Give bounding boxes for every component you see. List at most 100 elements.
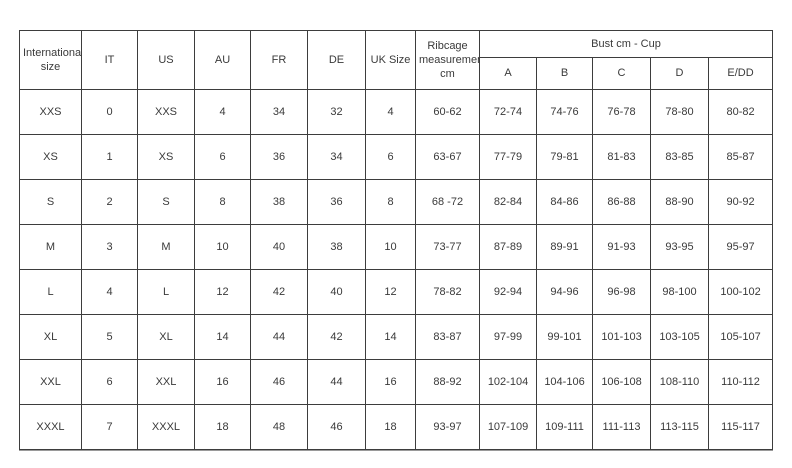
table-cell: 73-77 — [415, 224, 480, 270]
international-size-cell: XL — [19, 314, 82, 360]
table-cell: 38 — [307, 224, 366, 270]
table-cell: 40 — [307, 269, 366, 315]
table-row: S 2 S 8 38 36 8 68 -72 82-84 84-86 86-88 88-90 90-92 — [19, 179, 774, 225]
table-cell: 105-107 — [707, 314, 774, 360]
table-cell: 4 — [81, 269, 138, 315]
table-cell: 80-82 — [707, 89, 774, 135]
col-header-cup-c: C — [592, 57, 651, 90]
table-cell: 93-95 — [650, 224, 709, 270]
table-cell: 96-98 — [592, 269, 651, 315]
table-cell: 63-67 — [415, 134, 480, 180]
table-cell: 5 — [81, 314, 138, 360]
table-cell: XS — [137, 134, 195, 180]
table-cell: 113-115 — [650, 404, 709, 450]
col-header-bust-cup-group: Bust cm - Cup — [478, 30, 774, 58]
table-cell: 8 — [365, 179, 416, 225]
table-cell: 86-88 — [592, 179, 651, 225]
table-cell: 115-117 — [707, 404, 774, 450]
table-cell: 95-97 — [707, 224, 774, 270]
table-cell: 4 — [194, 89, 251, 135]
table-cell: 0 — [81, 89, 138, 135]
table-cell: 106-108 — [592, 359, 651, 405]
col-header-international-size: International size — [19, 30, 82, 90]
col-header-cup-a: A — [479, 57, 537, 90]
table-cell: 36 — [307, 179, 366, 225]
col-header-us: US — [137, 30, 195, 90]
table-cell: 108-110 — [650, 359, 709, 405]
table-cell: 97-99 — [479, 314, 537, 360]
table-cell: 79-81 — [536, 134, 593, 180]
table-cell: 46 — [307, 404, 366, 450]
international-size-cell: XXXL — [19, 404, 82, 450]
table-cell: 12 — [194, 269, 251, 315]
col-header-uk-size: UK Size — [365, 30, 416, 90]
table-header: International size IT US AU FR DE UK Siz… — [19, 30, 774, 90]
table-cell: 88-92 — [415, 359, 480, 405]
table-cell: 44 — [307, 359, 366, 405]
col-header-au: AU — [194, 30, 251, 90]
table-cell: 81-83 — [592, 134, 651, 180]
table-cell: 14 — [365, 314, 416, 360]
table-cell: 16 — [365, 359, 416, 405]
table-cell: XXS — [137, 89, 195, 135]
header-row-cups: A B C D E/DD — [20, 57, 774, 90]
table-cell: 107-109 — [479, 404, 537, 450]
size-chart-container: International size IT US AU FR DE UK Siz… — [19, 30, 774, 450]
table-cell: 44 — [250, 314, 308, 360]
table-cell: 7 — [81, 404, 138, 450]
table-cell: 91-93 — [592, 224, 651, 270]
table-row: XL 5 XL 14 44 42 14 83-87 97-99 99-101 101-103 103-… — [19, 314, 774, 360]
table-row: XXL 6 XXL 16 46 44 16 88-92 102-104 104-106 106-10… — [19, 359, 774, 405]
table-cell: 8 — [194, 179, 251, 225]
table-cell: 74-76 — [536, 89, 593, 135]
col-header-it: IT — [81, 30, 138, 90]
table-cell: 104-106 — [536, 359, 593, 405]
table-cell: 2 — [81, 179, 138, 225]
table-cell: 3 — [81, 224, 138, 270]
table-row: XXS 0 XXS 4 34 32 4 60-62 72-74 74-76 76-78 78-80 80… — [19, 89, 774, 135]
table-cell: 78-80 — [650, 89, 709, 135]
table-cell: 6 — [365, 134, 416, 180]
table-cell: 99-101 — [536, 314, 593, 360]
col-header-cup-edd: E/DD — [707, 57, 774, 90]
international-size-cell: XS — [19, 134, 82, 180]
table-row: L 4 L 12 42 40 12 78-82 92-94 94-96 96-98 98-100 100… — [19, 269, 774, 315]
table-cell: L — [137, 269, 195, 315]
table-cell: 48 — [250, 404, 308, 450]
table-cell: 10 — [365, 224, 416, 270]
table-cell: 34 — [307, 134, 366, 180]
col-header-cup-b: B — [536, 57, 593, 90]
table-cell: 4 — [365, 89, 416, 135]
table-cell: 90-92 — [707, 179, 774, 225]
size-table-body: XXS 0 XXS 4 34 32 4 60-62 72-74 74-76 76-78 78-80 80… — [19, 89, 774, 450]
table-cell: 38 — [250, 179, 308, 225]
table-cell: 34 — [250, 89, 308, 135]
header-row-top: International size IT US AU FR DE UK Siz… — [19, 30, 774, 90]
table-cell: XXL — [137, 359, 195, 405]
table-cell: 87-89 — [479, 224, 537, 270]
col-header-ribcage: Ribcage measurements cm — [415, 30, 480, 90]
table-cell: 18 — [194, 404, 251, 450]
international-size-cell: M — [19, 224, 82, 270]
table-cell: 93-97 — [415, 404, 480, 450]
table-cell: 83-85 — [650, 134, 709, 180]
table-cell: 32 — [307, 89, 366, 135]
table-cell: M — [137, 224, 195, 270]
table-cell: 76-78 — [592, 89, 651, 135]
table-cell: 10 — [194, 224, 251, 270]
table-cell: S — [137, 179, 195, 225]
table-cell: 46 — [250, 359, 308, 405]
table-cell: 83-87 — [415, 314, 480, 360]
table-cell: XL — [137, 314, 195, 360]
table-cell: 84-86 — [536, 179, 593, 225]
table-cell: 42 — [307, 314, 366, 360]
international-size-cell: XXL — [19, 359, 82, 405]
table-cell: 78-82 — [415, 269, 480, 315]
table-cell: 82-84 — [479, 179, 537, 225]
col-header-fr: FR — [250, 30, 308, 90]
table-cell: 36 — [250, 134, 308, 180]
table-cell: 18 — [365, 404, 416, 450]
table-cell: 40 — [250, 224, 308, 270]
table-cell: 111-113 — [592, 404, 651, 450]
col-header-de: DE — [307, 30, 366, 90]
